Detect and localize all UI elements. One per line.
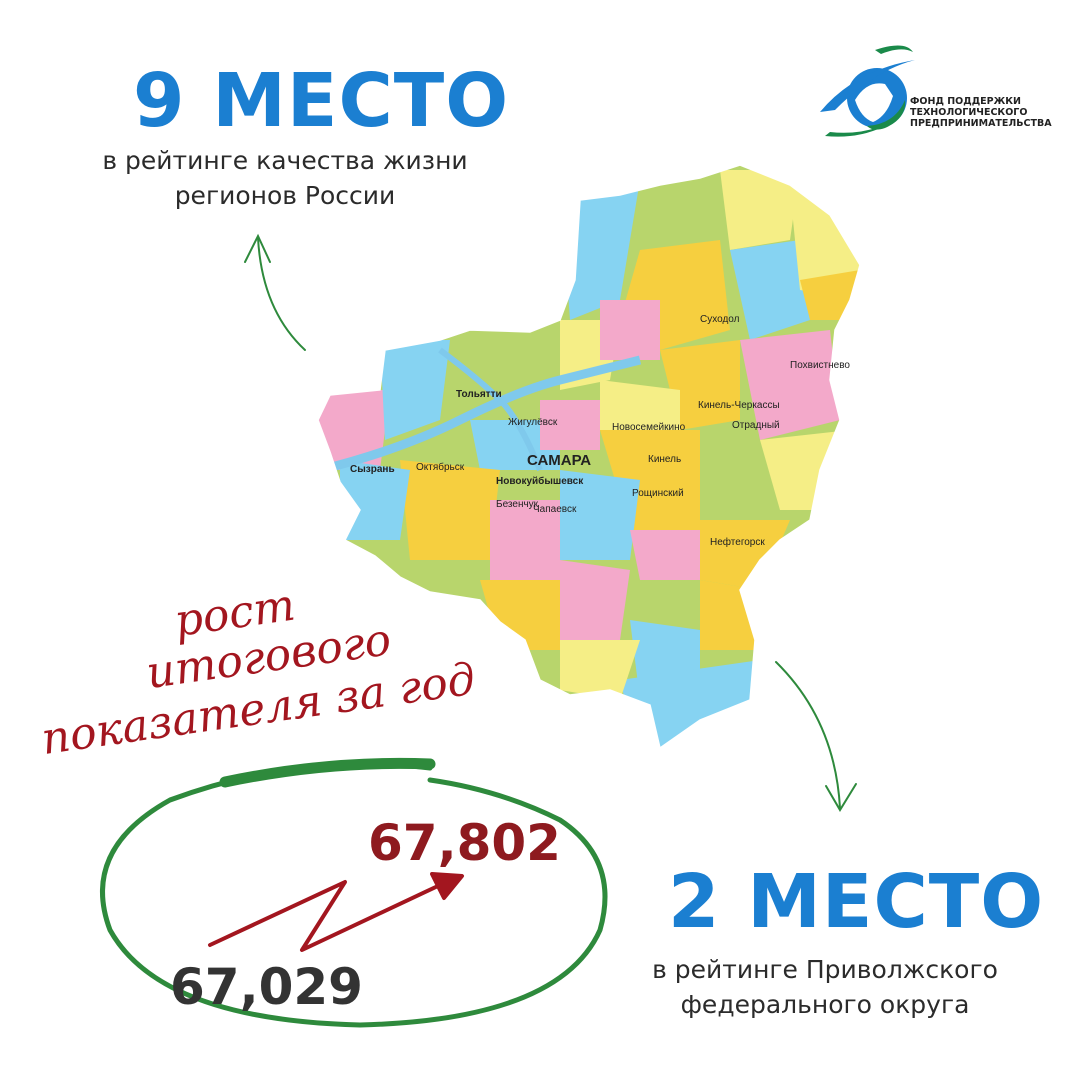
top-rank-title: 9 МЕСТО [133,58,510,144]
logo-line3: ПРЕДПРИНИМАТЕЛЬСТВА [910,118,1052,129]
arrow-down-icon [775,661,857,812]
city-label: Суходол [700,314,740,325]
arrow-up-icon [244,233,306,351]
city-label: Кинель-Черкассы [698,400,780,411]
city-label: Чапаевск [533,504,577,515]
current-value: 67,802 [368,814,561,872]
city-label: Безенчук [496,499,539,510]
city-label: Кинель [648,454,681,465]
city-label: Жигулёвск [508,417,558,428]
bottom-rank-caption: в рейтинге Приволжского федерального окр… [600,952,1050,1022]
city-label: Отрадный [732,420,780,431]
top-rank-line1: в рейтинге качества жизни [102,146,468,175]
city-label: Новокуйбышевск [496,475,584,487]
logo-line2: ТЕХНОЛОГИЧЕСКОГО [910,107,1028,118]
logo-emblem-icon [820,45,915,137]
logo-line1: ФОНД ПОДДЕРЖКИ [910,96,1021,107]
bottom-rank-title: 2 МЕСТО [668,859,1045,945]
city-label: Новосемейкино [612,422,686,433]
logo: ФОНД ПОДДЕРЖКИ ТЕХНОЛОГИЧЕСКОГО ПРЕДПРИН… [815,40,1052,140]
city-label: Нефтегорск [710,536,765,548]
city-label: Похвистнево [790,360,850,371]
city-label: Тольятти [456,389,502,400]
previous-value: 67,029 [170,958,363,1016]
top-rank-line2: регионов России [174,181,396,210]
city-label: Сызрань [350,464,395,475]
bottom-rank-line2: федерального округа [680,990,970,1019]
highlight-ellipse [100,757,608,1028]
top-rank-caption: в рейтинге качества жизни регионов Росси… [60,143,510,213]
city-label: САМАРА [527,452,591,469]
logo-text: ФОНД ПОДДЕРЖКИ ТЕХНОЛОГИЧЕСКОГО ПРЕДПРИН… [910,96,1052,129]
bottom-rank-line1: в рейтинге Приволжского [652,955,998,984]
growth-arrow-icon [208,872,464,952]
city-label: Октябрьск [416,461,465,473]
city-label: Рощинский [632,488,684,499]
map-labels: САМАРА Тольятти Сызрань Новокуйбышевск Ж… [350,314,850,548]
